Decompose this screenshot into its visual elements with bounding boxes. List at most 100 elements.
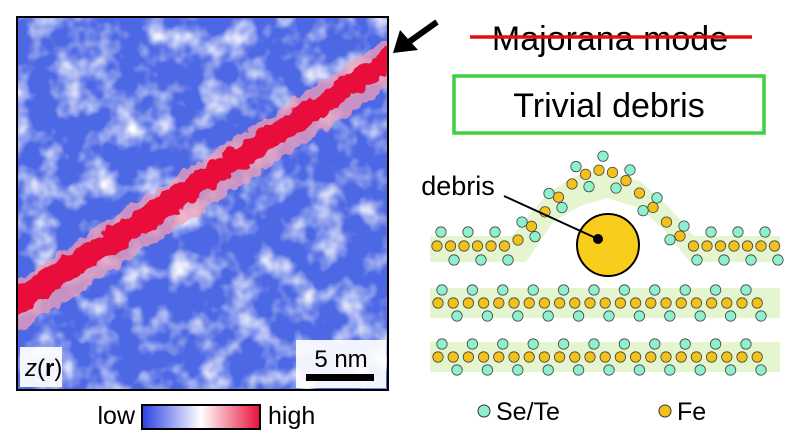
fe-atom: [614, 297, 627, 309]
fe-atom: [552, 191, 565, 203]
fe-atom: [736, 351, 748, 363]
scale-bar-label: 5 nm: [314, 346, 367, 373]
se-te-atom: [649, 338, 661, 350]
se-te-atom: [512, 310, 524, 322]
se-te-atom: [740, 338, 752, 350]
se-te-atom: [466, 284, 478, 296]
se-te-atom: [603, 310, 615, 322]
fe-atom: [675, 351, 687, 363]
se-te-atom: [772, 254, 784, 266]
legend: Se/Te Fe: [477, 398, 706, 426]
fe-atom: [690, 351, 703, 363]
se-te-atom: [633, 310, 646, 322]
axis-label-box: z(r): [20, 347, 62, 387]
fe-atom: [705, 351, 718, 363]
fe-atom: [579, 168, 592, 180]
se-te-atom: [718, 254, 730, 266]
se-te-atom: [572, 310, 585, 322]
fe-atom: [675, 297, 687, 309]
fe-atom: [645, 351, 657, 363]
fe-atom: [493, 351, 505, 363]
colorbar: low high: [97, 402, 315, 430]
struck-title: Majorana mode: [492, 20, 728, 58]
image-frame: [16, 16, 389, 391]
fe-atom: [584, 351, 596, 363]
se-te-atom: [436, 338, 448, 350]
fe-atom: [755, 240, 767, 252]
se-te-atom: [527, 284, 539, 296]
se-te-atom: [624, 164, 636, 176]
fe-atom: [660, 216, 673, 228]
fe-atom: [493, 297, 505, 309]
fe-atom: [741, 240, 754, 252]
se-te-atom: [610, 182, 622, 194]
fe-atom: [629, 351, 642, 363]
colorbar-high-label: high: [268, 402, 315, 430]
se-te-atom: [597, 150, 609, 162]
se-te-atom: [502, 254, 514, 266]
se-te-atom: [709, 284, 722, 296]
colorbar-gradient: [141, 404, 261, 430]
se-te-atom: [448, 254, 460, 266]
fe-atom: [569, 297, 581, 309]
fe-atom: [721, 351, 733, 363]
fe-atom: [728, 240, 740, 252]
se-te-legend-marker: [477, 404, 491, 418]
se-te-atom: [618, 284, 631, 296]
se-te-atom: [759, 226, 771, 238]
scale-bar-line: [306, 374, 374, 381]
se-te-atom: [732, 226, 744, 238]
fe-atom: [458, 240, 470, 252]
fe-atom: [477, 351, 490, 363]
se-te-atom: [543, 187, 555, 200]
se-te-atom: [436, 284, 448, 296]
fe-atom: [645, 297, 657, 309]
se-te-atom: [694, 310, 706, 322]
fe-atom: [566, 178, 578, 190]
stm-image: [17, 17, 388, 390]
fe-atom: [593, 164, 605, 176]
fe-atom: [705, 297, 718, 309]
fe-atom: [701, 240, 713, 252]
fe-atom: [660, 351, 672, 363]
fe-atom: [498, 240, 511, 252]
fe-atom: [687, 240, 700, 252]
se-te-atom: [678, 220, 690, 232]
fe-atom: [462, 351, 474, 363]
se-te-atom: [529, 231, 541, 243]
fe-atom: [768, 240, 781, 252]
fe-atom: [647, 201, 659, 214]
se-te-atom: [651, 192, 663, 204]
fe-atom: [569, 351, 581, 363]
fe-atom: [736, 297, 748, 309]
se-te-atom: [709, 338, 722, 350]
fe-atom: [538, 351, 551, 363]
fe-atom: [525, 220, 538, 232]
se-te-atom: [588, 284, 600, 296]
se-te-atom: [724, 310, 737, 322]
fe-atom: [523, 351, 535, 363]
se-te-atom: [745, 254, 757, 266]
fe-atom: [660, 297, 672, 309]
fe-legend-label: Fe: [677, 398, 706, 426]
trivial-debris-box: [452, 74, 766, 135]
fe-atom: [674, 230, 686, 242]
fe-atom: [620, 175, 632, 187]
se-te-atom: [512, 364, 524, 376]
fe-legend-marker: [658, 404, 672, 418]
se-te-atom: [516, 216, 528, 228]
fe-atom: [538, 297, 551, 309]
fe-atom: [447, 297, 459, 309]
fe-atom: [714, 240, 727, 252]
fe-atom: [553, 297, 566, 309]
fe-atom: [606, 166, 619, 179]
debris-particle: [576, 213, 640, 277]
colorbar-low-label: low: [97, 402, 135, 430]
se-te-atom: [462, 226, 474, 238]
se-te-atom: [649, 284, 661, 296]
se-te-atom: [497, 284, 509, 296]
se-te-atom: [603, 364, 615, 376]
se-te-atom: [481, 310, 493, 322]
se-te-atom: [557, 338, 570, 350]
se-te-atom: [691, 254, 703, 266]
